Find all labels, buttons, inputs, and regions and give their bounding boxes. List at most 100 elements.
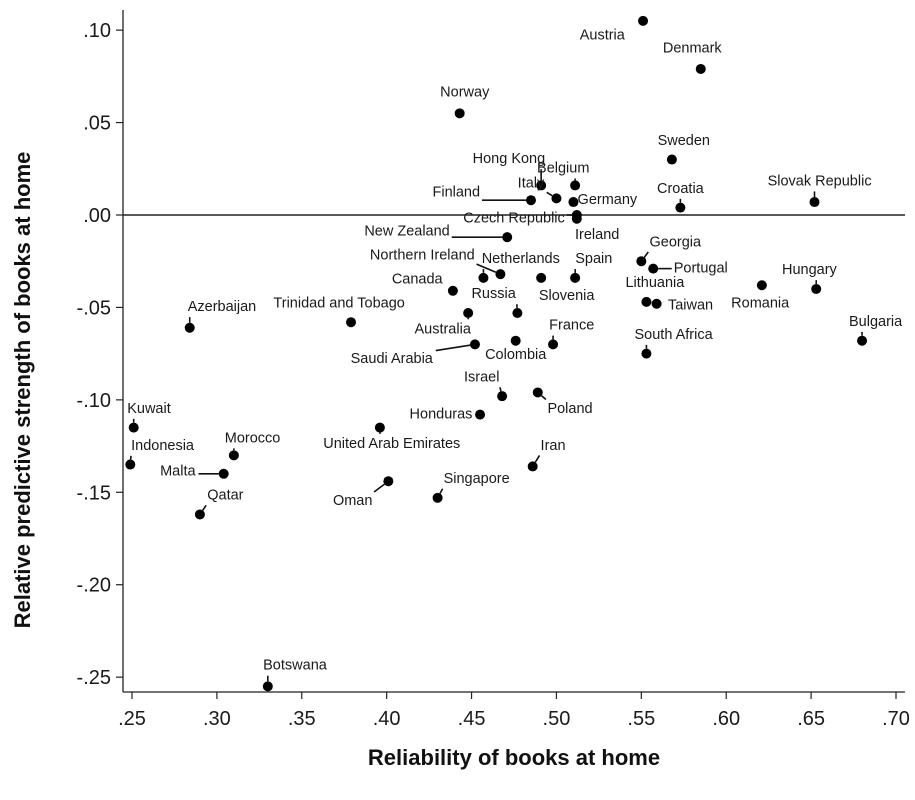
point-label-south-africa: South Africa bbox=[634, 327, 713, 343]
leader-line-oman bbox=[373, 483, 385, 493]
x-tick-label: .70 bbox=[882, 708, 910, 730]
point-label-bulgaria: Bulgaria bbox=[849, 314, 903, 330]
x-axis-title: Reliability of books at home bbox=[368, 745, 660, 770]
leader-line-qatar bbox=[202, 504, 207, 511]
point-canada bbox=[447, 285, 458, 296]
point-poland bbox=[532, 387, 543, 398]
point-austria bbox=[638, 15, 649, 26]
point-label-denmark: Denmark bbox=[663, 40, 723, 56]
point-label-norway: Norway bbox=[440, 85, 490, 101]
y-tick-label: -.05 bbox=[77, 297, 111, 319]
point-label-russia: Russia bbox=[471, 286, 516, 302]
leader-line-georgia bbox=[643, 251, 649, 258]
y-tick-label: -.20 bbox=[77, 575, 111, 597]
y-axis-title: Relative predictive strength of books at… bbox=[10, 152, 35, 629]
point-label-sweden: Sweden bbox=[658, 133, 710, 149]
y-tick-label: -.10 bbox=[77, 390, 111, 412]
point-slovenia bbox=[536, 272, 547, 283]
x-tick-label: .55 bbox=[627, 708, 655, 730]
point-label-spain: Spain bbox=[575, 251, 612, 267]
y-ticks: .10 .05 .00 -.05 -.10 -.15 -.20 -.25 bbox=[77, 20, 123, 689]
point-ireland bbox=[571, 213, 582, 224]
point-label-morocco: Morocco bbox=[225, 430, 281, 446]
point-label-malta: Malta bbox=[160, 464, 196, 480]
point-label-australia: Australia bbox=[414, 321, 471, 337]
point-label-croatia: Croatia bbox=[657, 181, 705, 197]
point-label-hong-kong: Hong Kong bbox=[473, 151, 546, 167]
leader-line-northern-ireland bbox=[476, 263, 497, 273]
point-germany bbox=[568, 197, 579, 208]
point-label-singapore: Singapore bbox=[444, 471, 510, 487]
point-label-iran: Iran bbox=[541, 438, 566, 454]
x-tick-label: .40 bbox=[373, 708, 401, 730]
point-label-netherlands: Netherlands bbox=[482, 251, 560, 267]
point-new-zealand bbox=[502, 232, 513, 243]
leader-line-singapore bbox=[439, 488, 444, 494]
point-label-france: France bbox=[549, 318, 594, 334]
point-saudi-arabia bbox=[469, 339, 480, 350]
point-label-ireland: Ireland bbox=[575, 227, 619, 243]
point-label-austria: Austria bbox=[580, 27, 626, 43]
point-spain bbox=[570, 272, 581, 283]
point-denmark bbox=[695, 63, 706, 74]
y-tick-label: .10 bbox=[83, 20, 111, 42]
point-label-indonesia: Indonesia bbox=[131, 438, 195, 454]
leader-line-saudi-arabia bbox=[435, 344, 471, 352]
y-tick-label: .00 bbox=[83, 205, 111, 227]
point-label-botswana: Botswana bbox=[263, 658, 328, 674]
point-hong-kong bbox=[536, 180, 547, 191]
point-norway bbox=[454, 108, 465, 119]
leader-lines bbox=[129, 169, 863, 682]
y-tick-label: -.25 bbox=[77, 667, 111, 689]
point-labels: Austria Denmark Norway Sweden Hong KongBelgi… bbox=[127, 27, 903, 673]
x-tick-label: .35 bbox=[288, 708, 316, 730]
point-label-lithuania: Lithuania bbox=[625, 275, 685, 291]
point-france bbox=[548, 339, 559, 350]
axes: .25 .30 .35 .40 .45 .50 .55 .60 .65 .70 .10 .05 .00… bbox=[77, 10, 910, 730]
point-honduras bbox=[475, 409, 486, 420]
point-bulgaria bbox=[857, 335, 868, 346]
point-sweden bbox=[666, 154, 677, 165]
point-taiwan bbox=[651, 298, 662, 309]
point-label-oman: Oman bbox=[333, 493, 373, 509]
point-label-portugal: Portugal bbox=[674, 260, 728, 276]
point-label-honduras: Honduras bbox=[410, 406, 473, 422]
point-south-africa bbox=[641, 348, 652, 359]
point-label-germany: Germany bbox=[578, 192, 638, 208]
x-tick-label: .65 bbox=[797, 708, 825, 730]
point-georgia bbox=[636, 256, 647, 267]
point-croatia bbox=[675, 202, 686, 213]
x-tick-label: .30 bbox=[203, 708, 231, 730]
point-russia bbox=[512, 307, 523, 318]
point-netherlands bbox=[478, 272, 489, 283]
point-qatar bbox=[194, 509, 205, 520]
point-label-taiwan: Taiwan bbox=[668, 297, 713, 313]
point-israel bbox=[497, 391, 508, 402]
y-tick-label: -.15 bbox=[77, 482, 111, 504]
point-label-finland: Finland bbox=[432, 185, 480, 201]
point-hungary bbox=[811, 283, 822, 294]
point-italy bbox=[551, 193, 562, 204]
point-label-hungary: Hungary bbox=[782, 262, 838, 278]
point-finland bbox=[525, 195, 536, 206]
point-label-kuwait: Kuwait bbox=[127, 401, 171, 417]
point-portugal bbox=[648, 263, 659, 274]
x-tick-label: .60 bbox=[712, 708, 740, 730]
point-northern-ireland bbox=[495, 269, 506, 280]
point-label-trinidad-and-tobago: Trinidad and Tobago bbox=[273, 295, 404, 311]
x-tick-label: .45 bbox=[458, 708, 486, 730]
point-label-new-zealand: New Zealand bbox=[364, 223, 449, 239]
point-colombia bbox=[510, 335, 521, 346]
leader-line-israel bbox=[499, 387, 502, 392]
leader-line-italy bbox=[546, 191, 553, 197]
point-label-italy: Italy bbox=[518, 175, 545, 191]
point-trinidad-and-tobago bbox=[346, 317, 357, 328]
x-tick-label: .50 bbox=[543, 708, 571, 730]
point-label-qatar: Qatar bbox=[207, 488, 243, 504]
point-belgium bbox=[570, 180, 581, 191]
point-indonesia bbox=[125, 459, 136, 470]
point-label-romania: Romania bbox=[731, 295, 790, 311]
point-malta bbox=[218, 468, 229, 479]
point-botswana bbox=[262, 681, 273, 692]
